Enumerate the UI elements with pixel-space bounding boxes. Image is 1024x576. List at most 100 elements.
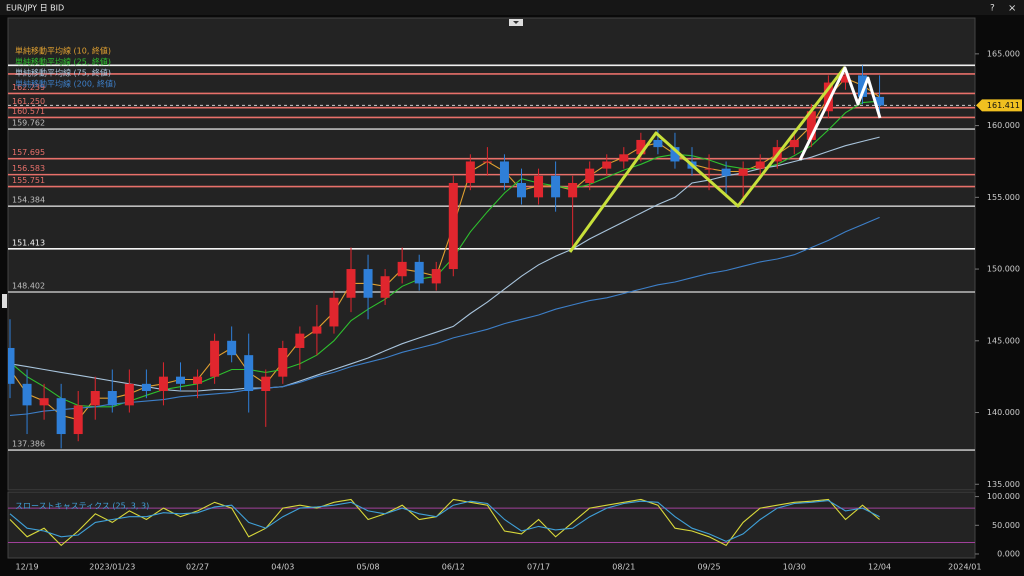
level-label: 162.239 <box>12 83 45 92</box>
candle-body <box>738 168 748 176</box>
y-tick-label: 160.000 <box>987 121 1020 130</box>
x-tick-label: 06/12 <box>442 563 465 572</box>
candle-body <box>295 333 305 348</box>
level-label: 161.250 <box>12 97 45 106</box>
candle-body <box>670 147 680 162</box>
last-price-tag <box>976 99 1022 112</box>
legend-entry: 単純移動平均線 (25, 終値) <box>15 57 111 67</box>
y-tick-label: 135.000 <box>987 480 1020 489</box>
candle-body <box>704 168 714 170</box>
candle-body <box>244 355 254 392</box>
candle-body <box>431 269 441 284</box>
candle-body <box>346 269 356 298</box>
x-tick-label: 04/03 <box>271 563 294 572</box>
candle-body <box>278 347 288 377</box>
level-label: 137.386 <box>12 440 45 449</box>
candle-body <box>568 182 578 198</box>
candle-body <box>141 383 151 392</box>
y-tick-label: 165.000 <box>987 49 1020 58</box>
candle-body <box>840 75 850 83</box>
candle-body <box>875 96 885 106</box>
candle-body <box>39 398 49 406</box>
level-label: 157.695 <box>12 148 45 157</box>
candle-body <box>380 276 390 298</box>
candle-body <box>619 154 629 162</box>
candle-body <box>858 75 867 97</box>
last-price-label: 161.411 <box>987 101 1020 110</box>
candle-body <box>482 161 492 163</box>
x-tick-label: 02/27 <box>186 563 209 572</box>
candle-body <box>176 376 185 384</box>
indicator-title: スローストキャスティクス (25, 3, 3) <box>15 502 149 511</box>
zigzag-drawing <box>568 66 847 253</box>
candle-body <box>789 139 799 148</box>
x-tick-label: 08/21 <box>612 563 635 572</box>
level-label: 159.762 <box>12 119 45 128</box>
level-label: 154.384 <box>12 196 45 205</box>
indicator-panel <box>7 491 976 559</box>
candle-body <box>107 391 117 406</box>
candle-body <box>517 182 526 198</box>
x-tick-label: 12/19 <box>16 563 39 572</box>
candle-body <box>602 161 612 169</box>
candle-body <box>636 139 646 155</box>
y-tick-label: 145.000 <box>987 336 1020 345</box>
x-tick-label: 09/25 <box>698 563 721 572</box>
close-button[interactable]: × <box>1008 3 1016 14</box>
stochastic-line <box>9 500 880 543</box>
moving-average-line <box>9 216 880 416</box>
x-tick-label: 2024/01 <box>948 563 981 572</box>
x-tick-label: 05/08 <box>357 563 380 572</box>
help-button[interactable]: ? <box>990 4 995 14</box>
candle-body <box>414 261 424 284</box>
candle-body <box>653 139 663 148</box>
moving-average-line <box>9 136 880 392</box>
candle-body <box>806 111 816 140</box>
candle-body <box>721 168 731 176</box>
candle-body <box>261 376 271 392</box>
y-tick-label: 155.000 <box>987 193 1020 202</box>
window-title: EUR/JPY 日 BID <box>6 4 64 13</box>
level-label: 148.402 <box>12 281 45 290</box>
candle-body <box>124 383 134 406</box>
candle-body <box>448 182 458 270</box>
legend-entry: 単純移動平均線 (10, 終値) <box>15 46 111 56</box>
legend-entry: 単純移動平均線 (200, 終値) <box>15 79 116 89</box>
side-handle[interactable] <box>2 294 7 308</box>
level-label: 160.571 <box>12 107 45 116</box>
candle-body <box>329 297 339 327</box>
y-tick-label: 100.000 <box>987 492 1020 501</box>
x-tick-label: 07/17 <box>527 563 550 572</box>
legend-entry: 単純移動平均線 (75, 終値) <box>15 68 111 78</box>
price-panel <box>7 17 976 491</box>
collapse-arrow <box>513 21 519 24</box>
title-bar <box>0 0 1024 15</box>
candle-body <box>755 161 765 169</box>
candle-body <box>499 161 509 183</box>
zigzag-drawing <box>798 66 882 161</box>
candle-body <box>73 405 83 435</box>
candle-body <box>56 398 66 435</box>
candle-body <box>22 383 32 406</box>
x-tick-label: 10/30 <box>783 563 806 572</box>
candle-body <box>158 376 168 392</box>
candle-body <box>551 175 561 198</box>
user-drawings <box>568 66 882 253</box>
moving-average-line <box>9 77 880 421</box>
candle-body <box>8 347 15 384</box>
candle-body <box>312 326 322 334</box>
level-label: 151.413 <box>12 238 45 247</box>
candle-body <box>363 269 373 298</box>
candle-body <box>210 340 220 377</box>
candle-body <box>90 391 100 406</box>
x-tick-label: 12/04 <box>868 563 891 572</box>
candle-body <box>823 82 833 112</box>
moving-average-line <box>9 100 880 408</box>
x-tick-label: 2023/01/23 <box>89 563 135 572</box>
candle-body <box>227 340 237 356</box>
candle-body <box>585 168 595 183</box>
y-tick-label: 50.000 <box>992 521 1020 530</box>
candle-body <box>465 161 475 183</box>
